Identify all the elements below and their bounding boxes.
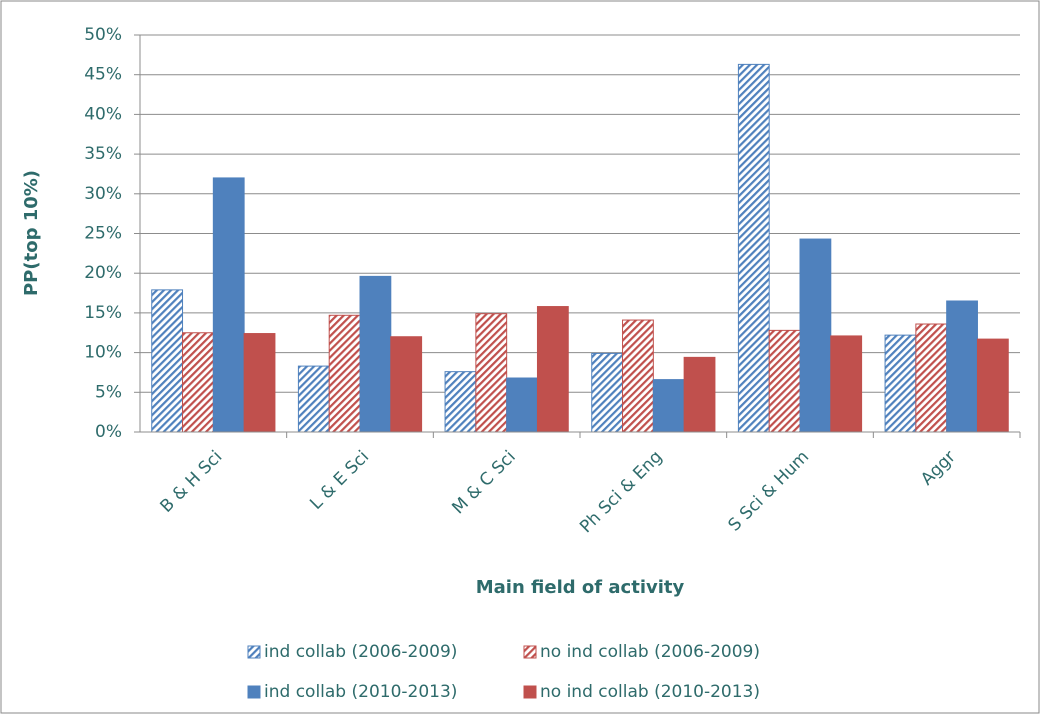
- y-tick-label: 50%: [84, 25, 122, 45]
- bar: [212, 177, 245, 433]
- bar: [683, 356, 716, 433]
- legend-swatch: [247, 685, 261, 699]
- bar: [652, 379, 685, 433]
- bar: [622, 319, 654, 433]
- bar: [591, 352, 624, 433]
- legend-label: ind collab (2006-2009): [264, 642, 457, 662]
- bar: [151, 289, 184, 433]
- bar: [946, 300, 978, 433]
- bar: [297, 365, 330, 433]
- y-tick-label: 15%: [84, 303, 122, 323]
- bar: [359, 275, 392, 433]
- legend-label: no ind collab (2006-2009): [540, 642, 760, 662]
- bar: [182, 332, 214, 433]
- y-tick-label: 40%: [84, 104, 122, 124]
- legend-label: ind collab (2010-2013): [264, 682, 457, 702]
- legend-label: no ind collab (2010-2013): [540, 682, 760, 702]
- y-tick-label: 45%: [84, 65, 122, 85]
- bar: [390, 336, 423, 433]
- legend-swatch: [523, 685, 537, 699]
- legend-swatch: [523, 645, 537, 659]
- bar: [830, 335, 863, 433]
- y-tick-label: 10%: [84, 343, 122, 363]
- y-tick-label: 35%: [84, 144, 122, 164]
- x-axis-title: Main field of activity: [476, 577, 685, 598]
- y-tick-label: 0%: [95, 422, 122, 442]
- bar: [737, 63, 770, 433]
- y-tick-label: 20%: [84, 263, 122, 283]
- bar: [444, 371, 477, 433]
- bar: [915, 323, 948, 433]
- bar: [475, 313, 508, 433]
- bar: [799, 238, 832, 433]
- bar: [768, 329, 801, 433]
- bar: [506, 377, 538, 433]
- y-axis-title: PP(top 10%): [21, 170, 42, 296]
- legend-swatch: [247, 645, 261, 659]
- y-tick-label: 25%: [84, 224, 122, 244]
- bar: [976, 338, 1009, 433]
- y-tick-label: 5%: [95, 382, 122, 402]
- y-tick-label: 30%: [84, 184, 122, 204]
- bar: [328, 314, 361, 433]
- bar: [536, 306, 569, 433]
- bar: [243, 333, 276, 433]
- bar: [884, 334, 917, 433]
